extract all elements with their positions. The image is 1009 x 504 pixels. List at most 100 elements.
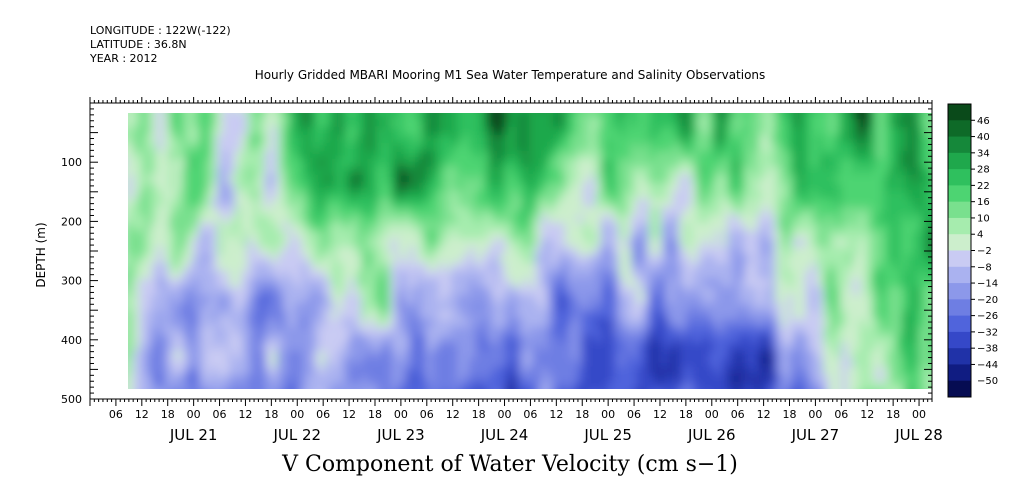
- field-cell: [529, 391, 536, 400]
- field-cell: [841, 358, 848, 368]
- field-cell: [205, 246, 212, 256]
- field-cell: [733, 150, 740, 160]
- field-cell: [577, 150, 584, 160]
- field-cell: [541, 230, 548, 240]
- field-cell: [805, 206, 812, 216]
- field-cell: [223, 190, 230, 200]
- field-cell: [595, 382, 602, 389]
- field-cell: [355, 326, 362, 336]
- field-cell: [589, 190, 596, 200]
- field-cell: [391, 113, 398, 120]
- field-cell: [847, 214, 854, 224]
- field-cell: [667, 262, 674, 272]
- field-cell: [187, 134, 194, 144]
- field-cell: [121, 255, 128, 264]
- field-cell: [397, 374, 404, 384]
- field-cell: [445, 350, 452, 360]
- field-cell: [343, 326, 350, 336]
- field-cell: [121, 127, 128, 136]
- field-cell: [439, 270, 446, 280]
- field-cell: [97, 143, 104, 152]
- field-cell: [145, 150, 152, 160]
- field-cell: [163, 318, 170, 328]
- field-cell: [247, 246, 254, 256]
- field-cell: [793, 174, 800, 184]
- field-cell: [733, 374, 740, 384]
- field-cell: [667, 278, 674, 288]
- field-cell: [487, 278, 494, 288]
- field-cell: [379, 222, 386, 232]
- field-cell: [631, 142, 638, 152]
- field-cell: [361, 134, 368, 144]
- field-cell: [487, 134, 494, 144]
- field-cell: [319, 358, 326, 368]
- field-cell: [277, 222, 284, 232]
- field-cell: [655, 142, 662, 152]
- field-cell: [781, 166, 788, 176]
- field-cell: [451, 246, 458, 256]
- field-cell: [421, 198, 428, 208]
- field-cell: [517, 142, 524, 152]
- field-cell: [199, 342, 206, 352]
- field-cell: [277, 150, 284, 160]
- field-cell: [787, 326, 794, 336]
- field-cell: [607, 294, 614, 304]
- field-cell: [349, 222, 356, 232]
- field-cell: [271, 334, 278, 344]
- field-cell: [661, 214, 668, 224]
- field-cell: [403, 190, 410, 200]
- field-cell: [613, 334, 620, 344]
- field-cell: [763, 214, 770, 224]
- field-cell: [433, 270, 440, 280]
- field-cell: [841, 134, 848, 144]
- field-cell: [475, 391, 482, 400]
- field-cell: [229, 230, 236, 240]
- field-cell: [128, 113, 134, 120]
- field-cell: [463, 230, 470, 240]
- field-cell: [265, 158, 272, 168]
- field-cell: [751, 399, 758, 408]
- field-cell: [727, 142, 734, 152]
- field-cell: [247, 103, 254, 112]
- field-cell: [325, 399, 332, 408]
- field-cell: [589, 318, 596, 328]
- field-cell: [128, 142, 134, 152]
- field-cell: [571, 382, 578, 389]
- field-cell: [625, 103, 632, 112]
- field-cell: [655, 358, 662, 368]
- field-cell: [655, 103, 662, 112]
- field-cell: [145, 174, 152, 184]
- field-cell: [373, 254, 380, 264]
- field-cell: [517, 399, 524, 408]
- field-cell: [361, 118, 368, 128]
- field-cell: [631, 382, 638, 389]
- field-cell: [145, 286, 152, 296]
- field-cell: [139, 190, 146, 200]
- field-cell: [469, 374, 476, 384]
- field-cell: [409, 374, 416, 384]
- field-cell: [517, 350, 524, 360]
- field-cell: [769, 342, 776, 352]
- field-cell: [757, 174, 764, 184]
- field-cell: [349, 166, 356, 176]
- field-cell: [793, 246, 800, 256]
- field-cell: [637, 142, 644, 152]
- field-cell: [145, 270, 152, 280]
- field-cell: [625, 174, 632, 184]
- field-cell: [211, 254, 218, 264]
- field-cell: [115, 183, 122, 192]
- field-cell: [523, 334, 530, 344]
- field-cell: [271, 150, 278, 160]
- field-cell: [775, 350, 782, 360]
- field-cell: [145, 103, 152, 112]
- field-cell: [601, 254, 608, 264]
- field-cell: [259, 350, 266, 360]
- field-cell: [553, 206, 560, 216]
- field-cell: [613, 382, 620, 389]
- field-cell: [859, 206, 866, 216]
- field-cell: [853, 150, 860, 160]
- field-cell: [871, 246, 878, 256]
- field-cell: [505, 238, 512, 248]
- field-cell: [295, 103, 302, 112]
- field-cell: [865, 350, 872, 360]
